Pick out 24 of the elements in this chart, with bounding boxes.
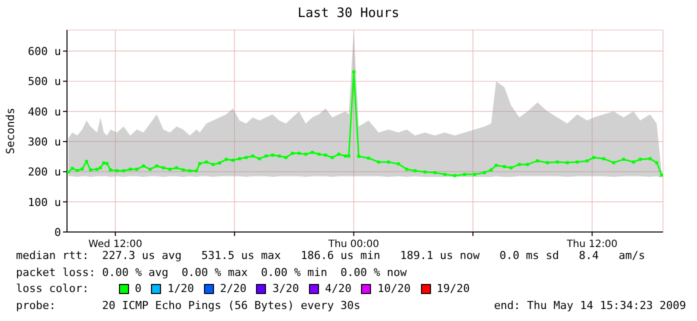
- x-tick-label: Wed 12:00: [88, 239, 142, 250]
- x-tick-label: Thu 12:00: [566, 239, 618, 250]
- legend-label: 19/20: [436, 281, 470, 297]
- text: median rtt: 227.3 us avg 531.5 us max 186.6 us min 189.1 us now 0.0 ms sd 8.4 am/s: [16, 248, 646, 264]
- legend-label: 2/20: [218, 281, 246, 297]
- y-tick-label: 0: [54, 226, 61, 239]
- text: end: Thu May 14 15:34:23 2009: [494, 298, 686, 314]
- legend-label: 4/20: [324, 281, 352, 297]
- y-tick-label: 500 u: [28, 75, 61, 88]
- x-tick-label: Thu 00:00: [327, 239, 380, 250]
- chart-title: Last 30 Hours: [296, 6, 400, 21]
- text: probe: 20 ICMP Echo Pings (56 Bytes) every 30s: [16, 298, 360, 314]
- y-tick-label: 100 u: [28, 196, 61, 209]
- y-tick-label: 200 u: [28, 166, 61, 179]
- legend-label: 3/20: [271, 281, 299, 297]
- legend-label: 1/20: [166, 281, 194, 297]
- y-tick-label: 400 u: [28, 105, 61, 118]
- text: packet loss: 0.00 % avg 0.00 % max 0.00 % min 0.00 % now: [16, 264, 408, 280]
- y-tick-label: 300 u: [28, 135, 61, 148]
- legend-label: 0: [134, 281, 142, 297]
- legend-label: 10/20: [376, 281, 411, 297]
- y-axis-title: Seconds: [4, 108, 17, 154]
- legend-title: loss color:: [16, 281, 89, 297]
- y-tick-label: 600 u: [28, 45, 61, 58]
